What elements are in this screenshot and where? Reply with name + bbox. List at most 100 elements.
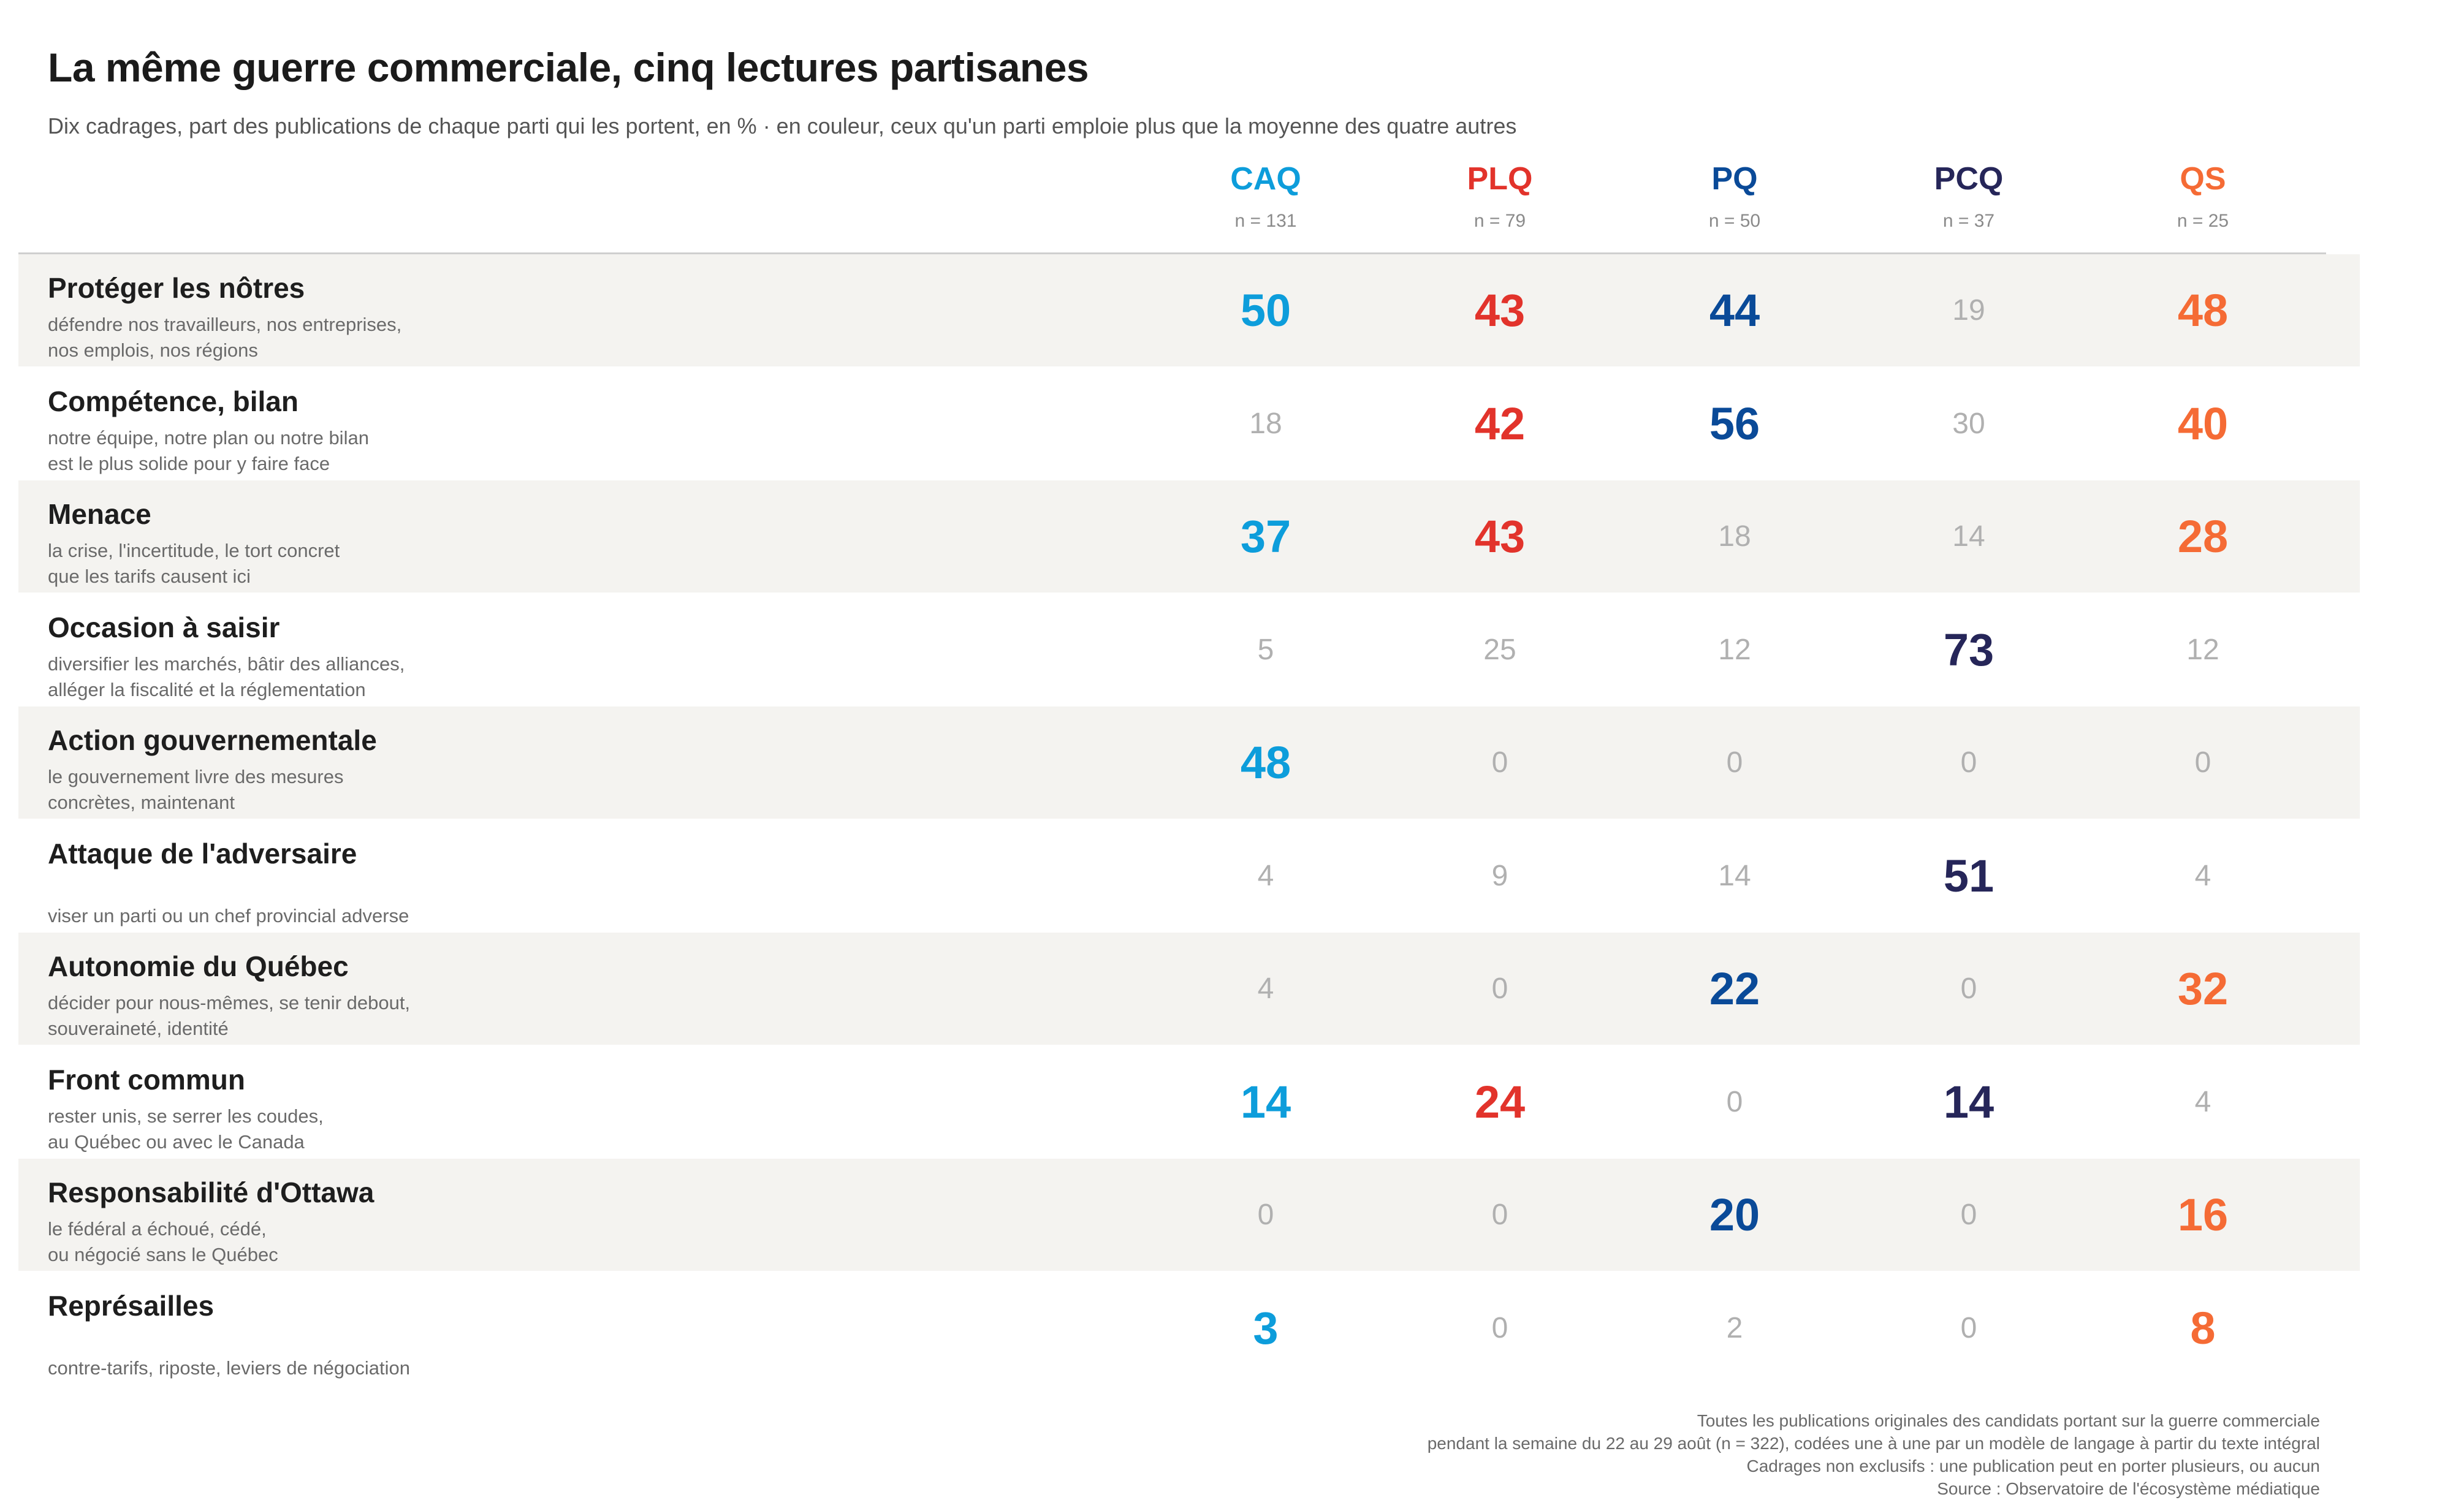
party-sample-size: n = 50 (1708, 211, 1761, 231)
value-cell-qs: 4 (2194, 1086, 2211, 1118)
value-cell-pq: 12 (1718, 634, 1751, 666)
party-column-header-pq: PQ n = 50 (1643, 161, 1827, 232)
framing-description: défendre nos travailleurs, nos entrepris… (48, 314, 402, 361)
framing-description: la crise, l'incertitude, le tort concret… (48, 540, 340, 587)
framing-description: le gouvernement livre des mesures concrè… (48, 766, 344, 813)
value-cell-plq: 0 (1491, 972, 1508, 1005)
value-cell-pcq: 14 (1952, 520, 1985, 553)
party-column-header-qs: QS n = 25 (2111, 161, 2295, 232)
table-row: Protéger les nôtres défendre nos travaill… (18, 254, 2360, 366)
table-row: Occasion à saisir diversifier les marchés… (18, 594, 2360, 706)
header-divider (18, 252, 2326, 254)
value-cell-pcq: 51 (1943, 850, 1994, 901)
value-cell-caq: 3 (1253, 1303, 1279, 1354)
chart-title: La même guerre commerciale, cinq lecture… (48, 45, 1089, 90)
framing-description: contre-tarifs, riposte, leviers de négoc… (48, 1357, 411, 1379)
value-cell-caq: 5 (1257, 634, 1274, 666)
framing-description: viser un parti ou un chef provincial adv… (48, 905, 409, 926)
value-cell-pq: 14 (1718, 860, 1751, 892)
footnote-line: pendant la semaine du 22 au 29 août (n =… (1427, 1434, 2320, 1453)
value-cell-qs: 4 (2194, 860, 2211, 892)
value-cell-caq: 50 (1240, 285, 1291, 336)
party-name: PCQ (1934, 161, 2004, 197)
value-cell-pcq: 19 (1952, 294, 1985, 327)
value-cell-pq: 2 (1726, 1312, 1743, 1344)
value-cell-qs: 40 (2177, 398, 2229, 449)
value-cell-pq: 18 (1718, 520, 1751, 553)
table-row: Action gouvernementale le gouvernement li… (18, 706, 2360, 819)
value-cell-pcq: 14 (1943, 1077, 1994, 1127)
framing-label: Attaque de l'adversaire (48, 838, 357, 869)
table-row: Compétence, bilan notre équipe, notre pla… (18, 368, 2360, 480)
framing-label: Occasion à saisir (48, 612, 280, 643)
party-name: PQ (1711, 161, 1758, 197)
value-cell-caq: 4 (1257, 972, 1274, 1005)
value-cell-plq: 43 (1474, 285, 1526, 336)
value-cell-pcq: 0 (1960, 1312, 1977, 1344)
table-row: Responsabilité d'Ottawa le fédéral a écho… (18, 1159, 2360, 1271)
table-row: Menace la crise, l'incertitude, le tort c… (18, 480, 2360, 593)
value-cell-pq: 20 (1709, 1189, 1760, 1240)
framing-description: décider pour nous-mêmes, se tenir debout… (48, 992, 411, 1039)
framing-label: Action gouvernementale (48, 724, 377, 756)
value-cell-plq: 0 (1491, 746, 1508, 779)
source-line: Source : Observatoire de l'écosystème mé… (1937, 1479, 2320, 1498)
framing-description: notre équipe, notre plan ou notre bilan … (48, 427, 369, 474)
value-cell-qs: 12 (2186, 634, 2219, 666)
value-cell-qs: 16 (2177, 1189, 2229, 1240)
footnote: Toutes les publications originales des c… (1428, 1409, 2320, 1500)
footnote-line: Cadrages non exclusifs : une publication… (1746, 1456, 2320, 1475)
value-cell-caq: 48 (1240, 737, 1291, 788)
value-cell-caq: 4 (1257, 860, 1274, 892)
value-cell-caq: 14 (1240, 1077, 1291, 1127)
framing-description: le fédéral a échoué, cédé, ou négocié sa… (48, 1218, 278, 1265)
party-name: CAQ (1230, 161, 1301, 197)
value-cell-pq: 0 (1726, 1086, 1743, 1118)
value-cell-pq: 0 (1726, 746, 1743, 779)
framing-description: diversifier les marchés, bâtir des allia… (48, 653, 405, 700)
chart-subtitle: Dix cadrages, part des publications de c… (48, 113, 1517, 138)
value-cell-qs: 0 (2194, 746, 2211, 779)
value-cell-qs: 8 (2190, 1303, 2216, 1354)
value-cell-qs: 32 (2177, 963, 2229, 1014)
value-cell-qs: 28 (2177, 511, 2229, 562)
value-cell-caq: 18 (1249, 407, 1282, 440)
value-cell-caq: 37 (1240, 511, 1291, 562)
value-cell-pq: 22 (1709, 963, 1760, 1014)
value-cell-pcq: 0 (1960, 746, 1977, 779)
framing-label: Autonomie du Québec (48, 950, 349, 982)
value-cell-plq: 9 (1491, 860, 1508, 892)
party-column-header-caq: CAQ n = 131 (1174, 161, 1358, 232)
framing-label: Compétence, bilan (48, 385, 298, 417)
framing-label: Protéger les nôtres (48, 272, 305, 304)
value-cell-pcq: 73 (1943, 624, 1994, 675)
value-cell-pq: 56 (1709, 398, 1760, 449)
table-row: Attaque de l'adversaire viser un parti o… (18, 820, 2360, 932)
value-cell-plq: 0 (1491, 1312, 1508, 1344)
framing-label: Représailles (48, 1290, 215, 1322)
table-row: Autonomie du Québec décider pour nous-mêm… (18, 933, 2360, 1045)
table-row: Représailles contre-tarifs, riposte, lev… (18, 1272, 2360, 1384)
party-sample-size: n = 131 (1234, 211, 1297, 231)
value-cell-pcq: 30 (1952, 407, 1985, 440)
value-cell-qs: 48 (2177, 285, 2229, 336)
party-column-header-pcq: PCQ n = 37 (1877, 161, 2061, 232)
value-cell-plq: 0 (1491, 1199, 1508, 1231)
framing-label: Responsabilité d'Ottawa (48, 1176, 375, 1208)
framing-description: rester unis, se serrer les coudes, au Qu… (48, 1105, 324, 1153)
value-cell-plq: 43 (1474, 511, 1526, 562)
value-cell-pq: 44 (1709, 285, 1760, 336)
framing-label: Front commun (48, 1064, 245, 1096)
value-cell-plq: 24 (1474, 1077, 1526, 1127)
table-row: Front commun rester unis, se serrer les c… (18, 1046, 2360, 1158)
party-sample-size: n = 79 (1473, 211, 1526, 231)
footnote-line: Toutes les publications originales des c… (1697, 1411, 2320, 1430)
party-column-header-plq: PLQ n = 79 (1408, 161, 1592, 232)
party-name: PLQ (1467, 161, 1533, 197)
party-sample-size: n = 37 (1942, 211, 1995, 231)
value-cell-plq: 25 (1483, 634, 1516, 666)
value-cell-plq: 42 (1474, 398, 1526, 449)
party-name: QS (2180, 161, 2226, 197)
value-cell-pcq: 0 (1960, 972, 1977, 1005)
party-sample-size: n = 25 (2177, 211, 2229, 231)
